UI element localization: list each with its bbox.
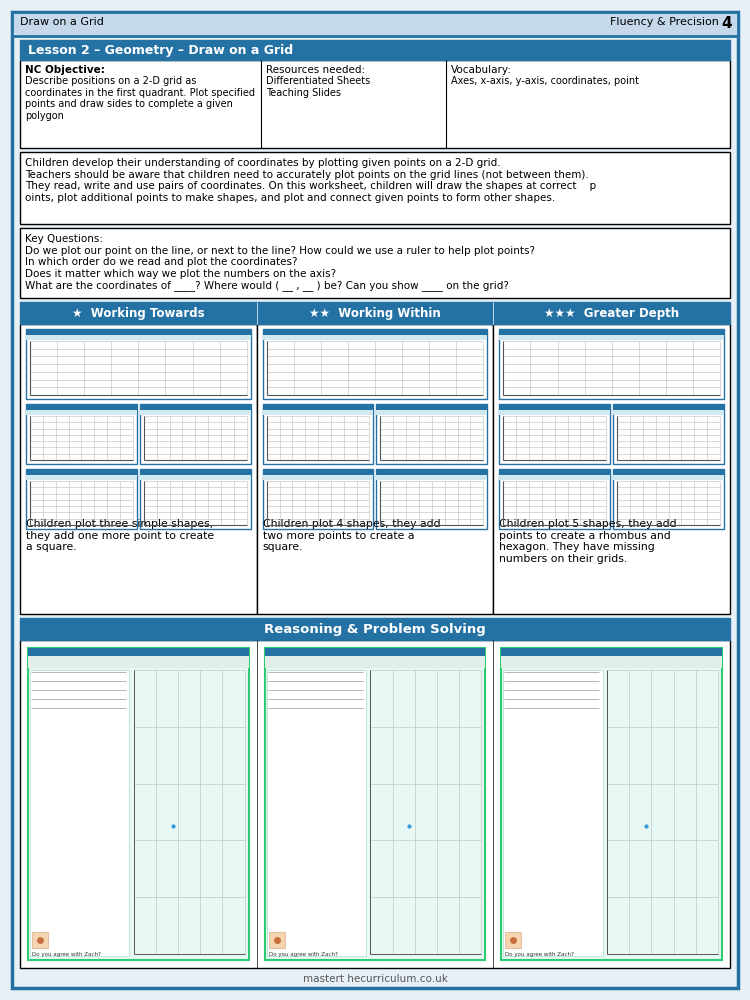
Text: Reasoning & Problem Solving: Reasoning & Problem Solving bbox=[264, 623, 486, 636]
Bar bbox=[140, 475, 250, 480]
Bar bbox=[501, 648, 722, 656]
Bar bbox=[20, 152, 730, 224]
Bar bbox=[30, 670, 129, 956]
Bar bbox=[28, 648, 249, 960]
Bar bbox=[262, 329, 488, 335]
Text: ★★  Working Within: ★★ Working Within bbox=[309, 307, 441, 320]
Text: Do you agree with Zach?: Do you agree with Zach? bbox=[506, 952, 574, 957]
Bar bbox=[262, 404, 374, 464]
Bar bbox=[500, 329, 724, 399]
Text: mastert hecurriculum.co.uk: mastert hecurriculum.co.uk bbox=[302, 974, 448, 984]
Bar bbox=[140, 469, 250, 529]
Text: Differentiated Sheets
Teaching Slides: Differentiated Sheets Teaching Slides bbox=[266, 76, 370, 98]
Bar bbox=[500, 469, 610, 529]
Text: Key Questions:
Do we plot our point on the line, or next to the line? How could : Key Questions: Do we plot our point on t… bbox=[25, 234, 535, 291]
Bar bbox=[140, 404, 250, 464]
Bar bbox=[140, 404, 250, 410]
Bar bbox=[376, 469, 488, 475]
Text: Children plot 5 shapes, they add
points to create a rhombus and
hexagon. They ha: Children plot 5 shapes, they add points … bbox=[500, 519, 677, 564]
Text: Lesson 2 – Geometry – Draw on a Grid: Lesson 2 – Geometry – Draw on a Grid bbox=[28, 44, 293, 57]
Text: Describe positions on a 2-D grid as
coordinates in the first quadrant. Plot spec: Describe positions on a 2-D grid as coor… bbox=[25, 76, 255, 121]
Bar bbox=[262, 404, 374, 410]
Bar bbox=[500, 475, 610, 480]
Bar bbox=[614, 410, 724, 415]
Text: 4: 4 bbox=[722, 16, 732, 31]
Bar bbox=[376, 404, 488, 464]
Text: Do you agree with Zach?: Do you agree with Zach? bbox=[32, 952, 101, 957]
Bar bbox=[26, 404, 136, 410]
Text: NC Objective:: NC Objective: bbox=[25, 65, 105, 75]
Bar bbox=[26, 329, 251, 335]
Bar bbox=[20, 228, 730, 298]
Bar bbox=[501, 656, 722, 668]
Bar bbox=[26, 469, 136, 475]
Bar bbox=[376, 475, 488, 480]
Text: Draw on a Grid: Draw on a Grid bbox=[20, 17, 104, 27]
Text: Children develop their understanding of coordinates by plotting given points on : Children develop their understanding of … bbox=[25, 158, 596, 203]
Bar bbox=[20, 60, 730, 148]
Bar bbox=[140, 410, 250, 415]
Bar bbox=[267, 670, 366, 956]
Bar bbox=[376, 469, 488, 529]
Text: Resources needed:: Resources needed: bbox=[266, 65, 365, 75]
Text: ★  Working Towards: ★ Working Towards bbox=[72, 307, 205, 320]
Bar bbox=[28, 656, 249, 668]
Bar bbox=[500, 410, 610, 415]
Bar bbox=[26, 404, 136, 464]
Bar bbox=[20, 640, 730, 968]
Bar bbox=[262, 469, 374, 475]
Bar bbox=[614, 404, 724, 464]
Bar bbox=[614, 404, 724, 410]
Bar bbox=[614, 475, 724, 480]
Bar bbox=[614, 469, 724, 529]
Bar bbox=[500, 335, 724, 340]
Bar bbox=[12, 12, 738, 36]
Bar bbox=[26, 335, 251, 340]
Bar bbox=[500, 404, 610, 464]
Text: Fluency & Precision: Fluency & Precision bbox=[610, 17, 718, 27]
Bar bbox=[265, 648, 485, 656]
Bar bbox=[503, 670, 603, 956]
Bar bbox=[256, 324, 494, 614]
Bar bbox=[32, 932, 48, 948]
Text: Do you agree with Zach?: Do you agree with Zach? bbox=[268, 952, 338, 957]
Bar bbox=[28, 648, 249, 656]
Bar bbox=[256, 302, 494, 324]
Bar bbox=[500, 404, 610, 410]
Text: Axes, x-axis, y-axis, coordinates, point: Axes, x-axis, y-axis, coordinates, point bbox=[451, 76, 639, 86]
Text: Vocabulary:: Vocabulary: bbox=[451, 65, 512, 75]
Bar bbox=[262, 410, 374, 415]
Bar bbox=[506, 932, 521, 948]
Bar bbox=[262, 329, 488, 399]
Bar bbox=[494, 302, 730, 324]
Bar bbox=[268, 932, 285, 948]
Bar bbox=[20, 302, 256, 324]
Bar bbox=[26, 469, 136, 529]
Text: ★★★  Greater Depth: ★★★ Greater Depth bbox=[544, 307, 680, 320]
Text: Children plot 4 shapes, they add
two more points to create a
square.: Children plot 4 shapes, they add two mor… bbox=[262, 519, 440, 552]
Bar bbox=[494, 324, 730, 614]
Bar bbox=[265, 648, 485, 960]
Bar bbox=[501, 648, 722, 960]
Bar bbox=[262, 335, 488, 340]
Bar bbox=[614, 469, 724, 475]
Text: Children plot three simple shapes,
they add one more point to create
a square.: Children plot three simple shapes, they … bbox=[26, 519, 214, 552]
Bar bbox=[262, 475, 374, 480]
Bar bbox=[140, 469, 250, 475]
Bar bbox=[20, 618, 730, 640]
Bar bbox=[262, 469, 374, 529]
Bar bbox=[376, 410, 488, 415]
Bar bbox=[500, 329, 724, 335]
Bar bbox=[26, 329, 251, 399]
Bar bbox=[20, 324, 256, 614]
Bar bbox=[26, 410, 136, 415]
Bar bbox=[376, 404, 488, 410]
Bar bbox=[500, 469, 610, 475]
Bar bbox=[26, 475, 136, 480]
Bar bbox=[20, 40, 730, 60]
Bar bbox=[265, 656, 485, 668]
